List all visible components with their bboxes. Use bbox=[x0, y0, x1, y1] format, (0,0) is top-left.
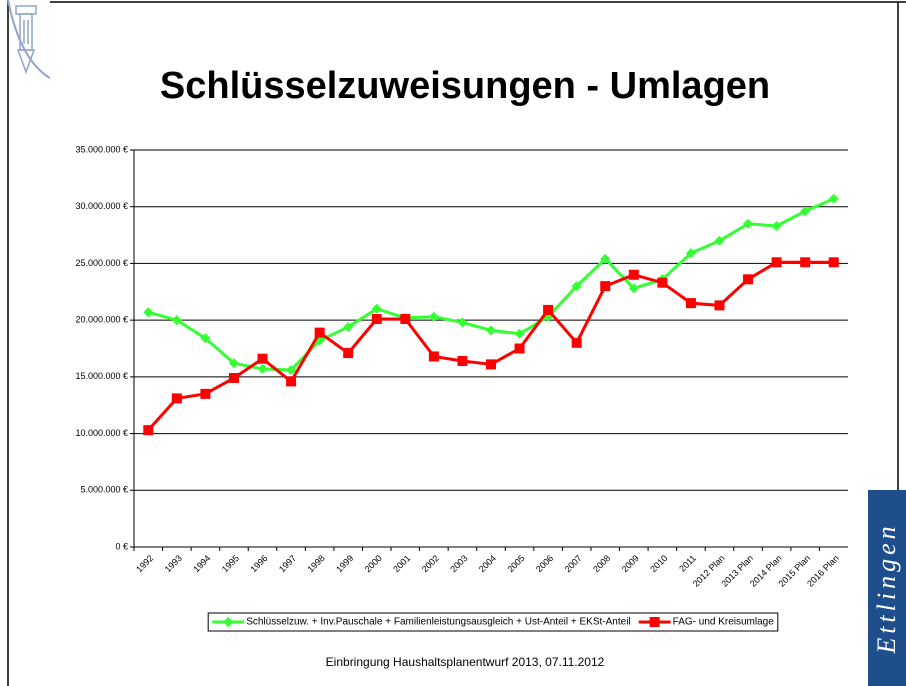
marker bbox=[286, 376, 297, 387]
x-tick-label: 1992 bbox=[134, 553, 155, 574]
footer: Einbringung Haushaltsplanentwurf 2013, 0… bbox=[326, 655, 605, 669]
marker bbox=[514, 328, 525, 339]
marker bbox=[200, 333, 211, 344]
marker bbox=[743, 274, 754, 285]
y-tick-label: 30.000.000 € bbox=[75, 201, 128, 211]
x-tick-label: 2007 bbox=[563, 553, 584, 574]
x-tick-label: 1998 bbox=[305, 553, 326, 574]
marker bbox=[657, 277, 668, 288]
marker bbox=[743, 218, 754, 229]
marker bbox=[685, 298, 696, 309]
brand-box bbox=[868, 490, 906, 686]
x-tick-label: 2011 bbox=[677, 553, 698, 574]
marker bbox=[343, 321, 354, 332]
marker bbox=[171, 393, 182, 404]
marker bbox=[828, 257, 839, 268]
logo bbox=[7, 0, 51, 79]
marker bbox=[800, 206, 811, 217]
y-tick-label: 5.000.000 € bbox=[80, 485, 128, 495]
x-tick-label: 2001 bbox=[391, 553, 412, 574]
marker bbox=[428, 351, 439, 362]
marker bbox=[628, 269, 639, 280]
marker bbox=[486, 325, 496, 336]
x-tick-label: 1995 bbox=[220, 553, 241, 574]
marker bbox=[200, 388, 211, 399]
series-line bbox=[147, 260, 834, 432]
marker bbox=[628, 283, 639, 294]
y-tick-label: 35.000.000 € bbox=[75, 144, 128, 154]
marker bbox=[223, 617, 234, 627]
marker bbox=[457, 355, 468, 366]
marker bbox=[600, 281, 611, 292]
x-tick-label: 2004 bbox=[477, 553, 498, 574]
y-tick-label: 20.000.000 € bbox=[75, 315, 128, 325]
marker bbox=[257, 353, 268, 364]
marker bbox=[286, 365, 297, 376]
x-tick-label: 2000 bbox=[363, 553, 384, 574]
marker bbox=[314, 327, 325, 338]
marker bbox=[486, 359, 496, 370]
marker bbox=[228, 358, 239, 369]
marker bbox=[371, 303, 382, 314]
marker bbox=[649, 617, 660, 627]
marker bbox=[543, 304, 554, 315]
marker bbox=[800, 257, 811, 268]
series-line bbox=[147, 197, 835, 372]
x-tick-label: 2008 bbox=[591, 553, 612, 574]
x-tick-label: 2003 bbox=[448, 553, 469, 574]
marker bbox=[828, 193, 839, 204]
y-tick-label: 15.000.000 € bbox=[75, 371, 128, 381]
marker bbox=[371, 314, 382, 325]
x-tick-label: 1997 bbox=[277, 553, 298, 574]
marker bbox=[685, 248, 696, 259]
legend-label: FAG- und Kreisumlage bbox=[673, 617, 775, 628]
marker bbox=[228, 372, 239, 383]
x-tick-label: 2009 bbox=[620, 553, 641, 574]
x-tick-label: 2010 bbox=[648, 553, 669, 574]
legend-box bbox=[207, 612, 779, 632]
marker bbox=[600, 253, 611, 264]
y-tick-label: 25.000.000 € bbox=[75, 258, 128, 268]
x-tick-label: 1996 bbox=[248, 553, 269, 574]
x-tick-label: 2005 bbox=[505, 553, 526, 574]
slide-title: Schlüsselzuweisungen - Umlagen bbox=[160, 65, 770, 107]
marker bbox=[571, 281, 582, 292]
marker bbox=[714, 300, 725, 311]
marker bbox=[457, 317, 468, 328]
marker bbox=[571, 337, 582, 348]
marker bbox=[143, 425, 154, 436]
legend: Schlüsselzuw. + Inv.Pauschale + Familien… bbox=[207, 612, 779, 632]
marker bbox=[400, 314, 411, 325]
x-tick-label: 1994 bbox=[191, 553, 212, 574]
marker bbox=[143, 307, 154, 318]
marker bbox=[343, 348, 354, 359]
x-tick-label: 2002 bbox=[420, 553, 441, 574]
y-tick-label: 0 € bbox=[115, 541, 128, 551]
y-tick-label: 10.000.000 € bbox=[75, 428, 128, 438]
marker bbox=[514, 343, 525, 354]
marker bbox=[714, 235, 725, 246]
marker bbox=[428, 311, 439, 322]
x-tick-label: 2006 bbox=[534, 553, 555, 574]
brand: Ettlingen bbox=[872, 522, 901, 654]
marker bbox=[257, 363, 268, 374]
marker bbox=[771, 220, 782, 231]
x-tick-label: 1993 bbox=[163, 553, 184, 574]
x-tick-label: 1999 bbox=[334, 553, 355, 574]
marker bbox=[771, 257, 782, 268]
marker bbox=[171, 315, 182, 326]
legend-label: Schlüsselzuw. + Inv.Pauschale + Familien… bbox=[246, 617, 630, 628]
